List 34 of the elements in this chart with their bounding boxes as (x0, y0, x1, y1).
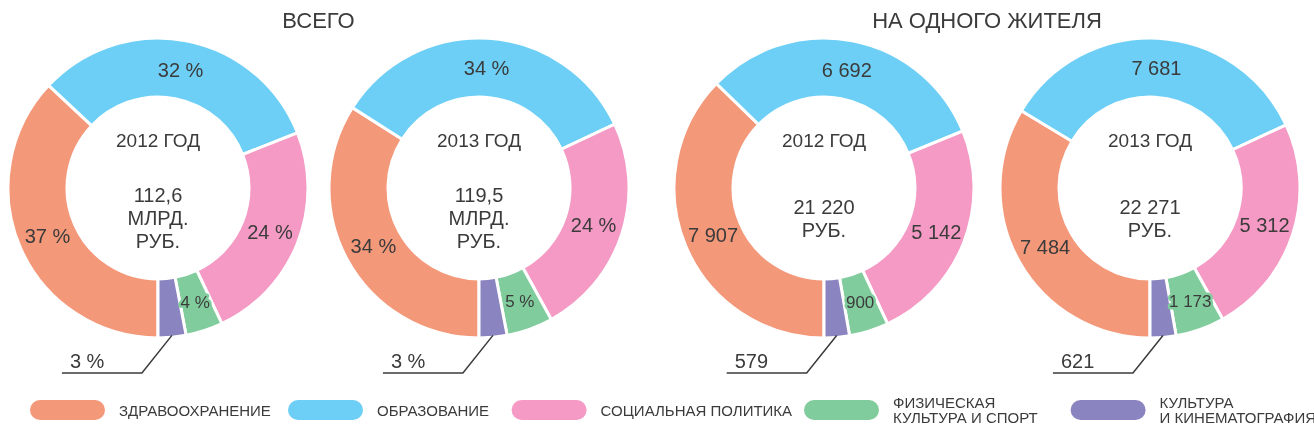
text: 2013 ГОД (437, 129, 522, 151)
data-label: 5 % (505, 291, 535, 311)
text: 112,6 МЛРД. РУБ. (127, 184, 189, 252)
legend-label: СОЦИАЛЬНАЯ ПОЛИТИКА (600, 402, 793, 419)
text: 21 220 РУБ. (793, 195, 855, 241)
data-label: 6 692 (821, 58, 872, 81)
data-label: 24 % (570, 214, 617, 237)
chart-title: ВСЕГО (282, 8, 355, 33)
data-label: 34 % (463, 56, 510, 79)
data-label: 5 142 (911, 220, 962, 243)
data-label: 7 907 (687, 223, 739, 246)
data-label: 5 312 (1239, 214, 1290, 237)
data-label: 4 % (180, 293, 210, 313)
data-label: 32 % (157, 58, 204, 81)
data-label: 621 (1060, 350, 1095, 372)
data-label: 900 (845, 293, 875, 313)
legend-label: ФИЗИЧЕСКАЯ КУЛЬТУРА И СПОРТ (893, 394, 1038, 426)
legend-label: ЗДРАВООХРАНЕНИЕ (119, 402, 271, 419)
data-label: 7 681 (1131, 56, 1182, 79)
data-label: 3 % (69, 350, 105, 372)
text: 119,5 МЛРД. РУБ. (448, 184, 510, 252)
data-label: 34 % (350, 235, 397, 258)
legend-label: КУЛЬТУРА И КИНЕМАТОГРАФИЯ (1159, 394, 1314, 426)
text: 2012 ГОД (116, 129, 201, 151)
data-label: 3 % (390, 350, 426, 372)
data-label: 37 % (24, 224, 71, 247)
data-label: 7 484 (1020, 236, 1071, 259)
data-label: 579 (734, 350, 769, 372)
data-label: 24 % (247, 221, 294, 244)
text: 2012 ГОД (782, 129, 867, 151)
legend-label: ОБРАЗОВАНИЕ (377, 402, 490, 419)
text: 2013 ГОД (1108, 129, 1193, 151)
chart-title: НА ОДНОГО ЖИТЕЛЯ (872, 8, 1102, 33)
text: 22 271 РУБ. (1119, 195, 1181, 241)
